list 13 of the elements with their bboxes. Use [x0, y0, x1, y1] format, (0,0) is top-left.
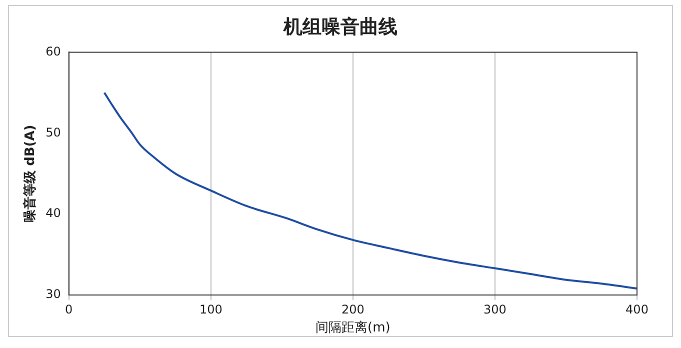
y-tick-label: 40 — [46, 206, 61, 220]
x-tick-label: 100 — [199, 302, 222, 316]
y-axis-title: 噪音等级 dB(A) — [22, 124, 38, 222]
x-tick-label: 200 — [341, 302, 364, 316]
x-tick-label: 400 — [626, 302, 648, 316]
line-series — [103, 92, 637, 290]
x-tick-label: 0 — [65, 302, 73, 316]
y-tick-label: 30 — [46, 287, 61, 302]
y-tick-label: 60 — [46, 44, 61, 58]
x-tick-label: 300 — [484, 302, 506, 316]
y-tick-label: 50 — [46, 125, 61, 140]
x-axis-title: 间隔距离(m) — [316, 320, 390, 336]
chart-title: 机组噪音曲线 — [282, 15, 398, 40]
